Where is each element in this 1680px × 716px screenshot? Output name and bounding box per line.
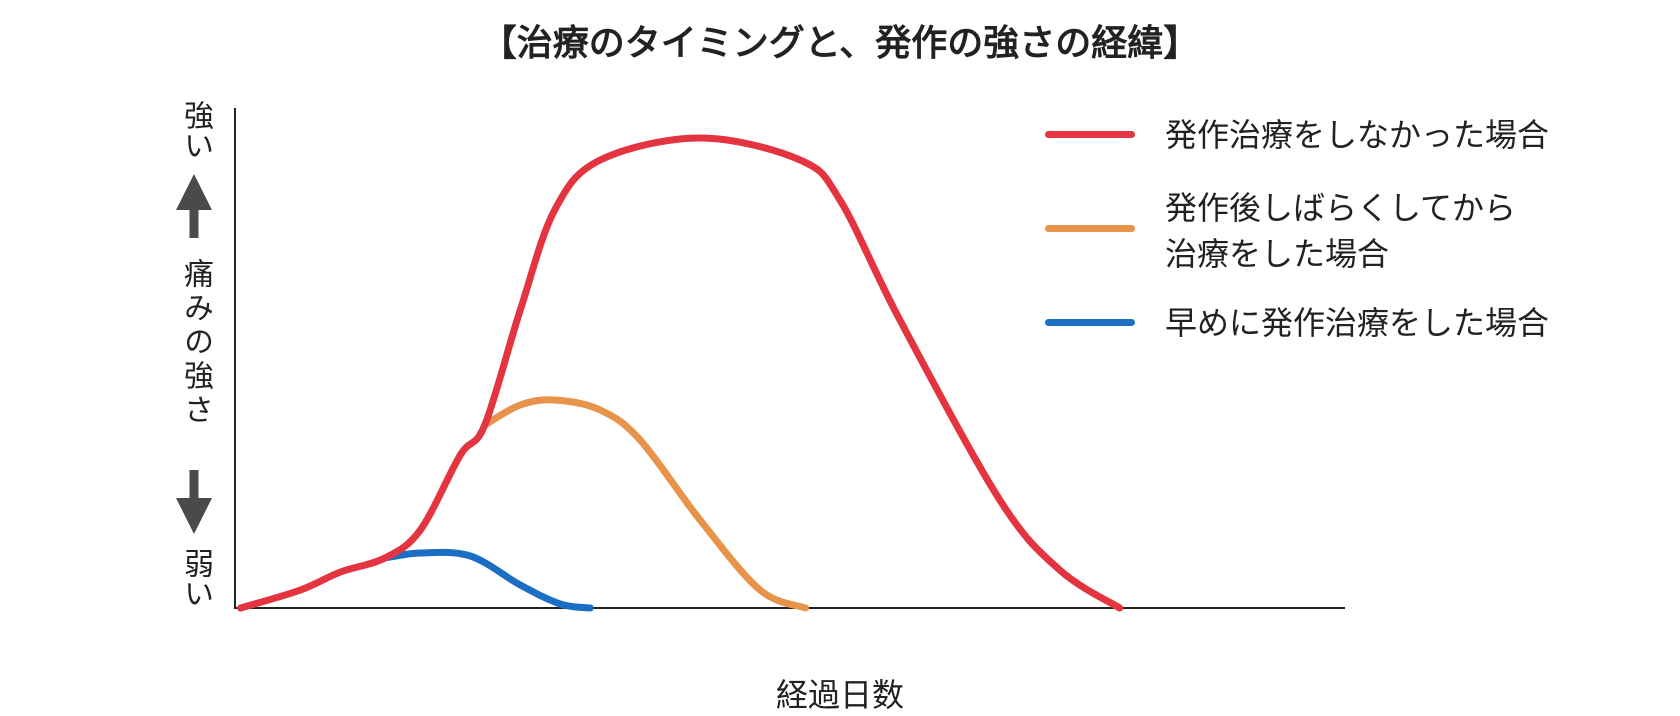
series-line (381, 548, 594, 612)
legend-label: 早めに発作治療をした場合 (1165, 304, 1550, 342)
y-label-strong: 強い (175, 100, 215, 169)
legend-label: 発作後しばらくしてから 治療をした場合 (1165, 189, 1517, 273)
y-label-weak: 弱い (175, 548, 215, 617)
legend-item: 早めに発作治療をした場合 (1045, 300, 1549, 346)
y-label-pain: 痛みの強さ (175, 258, 215, 437)
series-line (481, 396, 810, 612)
y-label-strong-text: 強い (178, 100, 213, 160)
legend-item: 発作治療をしなかった場合 (1045, 112, 1549, 158)
legend-swatch (1045, 319, 1135, 326)
x-axis-label: 経過日数 (775, 676, 904, 714)
y-label-weak-text: 弱い (178, 548, 213, 608)
series-line (237, 134, 1124, 612)
legend-item: 発作後しばらくしてから 治療をした場合 (1045, 185, 1516, 277)
legend-label: 発作治療をしなかった場合 (1165, 116, 1550, 154)
y-label-pain-text: 痛みの強さ (178, 258, 213, 428)
legend-swatch (1045, 225, 1135, 232)
chart-title: 【治療のタイミングと、発作の強さの経緯】 (480, 23, 1200, 64)
legend-swatch (1045, 131, 1135, 138)
